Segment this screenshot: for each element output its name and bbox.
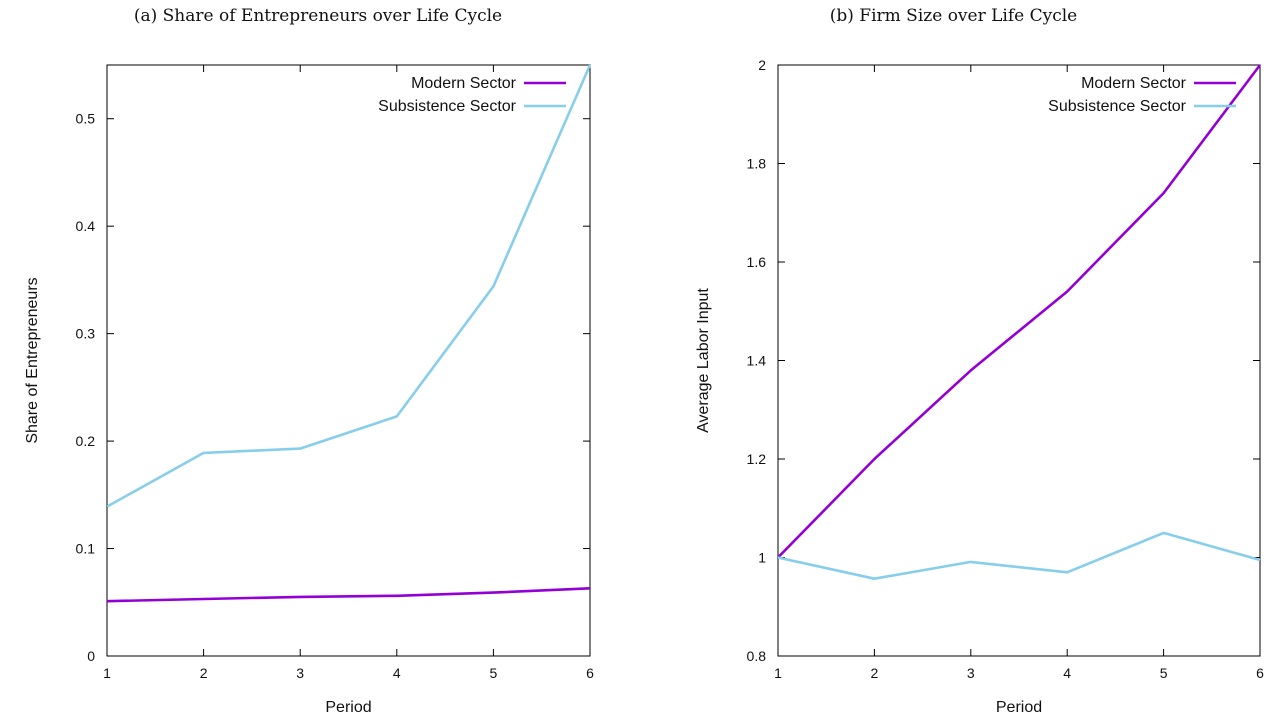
chart-b-title: (b) Firm Size over Life Cycle: [829, 6, 1078, 26]
chart-b-xtick-label: 5: [1160, 665, 1168, 681]
chart-a-ytick-label: 0: [87, 648, 95, 664]
chart-a-ytick-label: 0.4: [76, 218, 96, 234]
chart-a-xtick-label: 6: [586, 665, 594, 681]
chart-b-series-line-modern: [778, 64, 1262, 559]
chart-b-x-axis-label: Period: [996, 699, 1042, 716]
chart-a-series-line-modern: [107, 587, 591, 603]
chart-b-ytick-label: 0.8: [747, 648, 767, 664]
chart-b-legend-label: Modern Sector: [1081, 75, 1187, 92]
chart-b-ytick-label: 1.6: [747, 254, 767, 270]
chart-a-legend-label: Modern Sector: [411, 75, 517, 92]
chart-a-ytick-label: 0.5: [76, 111, 96, 127]
chart-a-xtick-label: 3: [296, 665, 304, 681]
chart-panel-b: (b) Firm Size over Life Cycle 0.8 1 1.2 1.4…: [636, 0, 1271, 719]
chart-b-ytick-label: 2: [758, 57, 766, 73]
chart-a-plot: 0 0.1 0.2 0.3 0.4 0.5 1 2 3 4 5 6 Period Share of Ent…: [24, 64, 594, 716]
chart-a-legend-label: Subsistence Sector: [378, 98, 517, 115]
chart-a-xtick-label: 1: [103, 665, 111, 681]
chart-a-xtick-label: 4: [393, 665, 401, 681]
chart-b-ytick-label: 1.8: [747, 156, 767, 172]
chart-b-xtick-label: 2: [871, 665, 879, 681]
chart-panel-a: (a) Share of Entrepreneurs over Life Cyc…: [24, 6, 594, 716]
chart-a-ytick-label: 0.2: [76, 433, 96, 449]
chart-b-y-axis-label: Average Labor Input: [695, 288, 712, 433]
chart-b-xtick-label: 4: [1063, 665, 1071, 681]
chart-b-ytick-label: 1.2: [747, 451, 767, 467]
chart-a-title: (a) Share of Entrepreneurs over Life Cyc…: [133, 6, 503, 26]
chart-a-xtick-label: 5: [490, 665, 498, 681]
chart-a-y-axis-label: Share of Entrepreneurs: [24, 277, 41, 443]
chart-b-series-line-subsistence: [778, 531, 1261, 581]
chart-a-series-line-subsistence: [107, 64, 592, 508]
chart-a-ytick-label: 0.3: [76, 326, 96, 342]
chart-b-xtick-label: 1: [774, 665, 782, 681]
chart-b-ytick-label: 1: [758, 550, 766, 566]
chart-a-x-axis-label: Period: [325, 699, 371, 716]
chart-b-plot: 0.8 1 1.2 1.4 1.6 1.8 2 1 2 3 4 5 6 Period Average Lab…: [695, 57, 1264, 716]
chart-b-xtick-label: 6: [1256, 665, 1264, 681]
chart-b-xtick-label: 3: [967, 665, 975, 681]
chart-b-ytick-label: 1.4: [747, 353, 767, 369]
chart-a-plot-frame: [106, 64, 591, 657]
chart-b-legend-label: Subsistence Sector: [1048, 98, 1187, 115]
chart-a-xtick-label: 2: [200, 665, 208, 681]
chart-a-ytick-label: 0.1: [76, 541, 96, 557]
